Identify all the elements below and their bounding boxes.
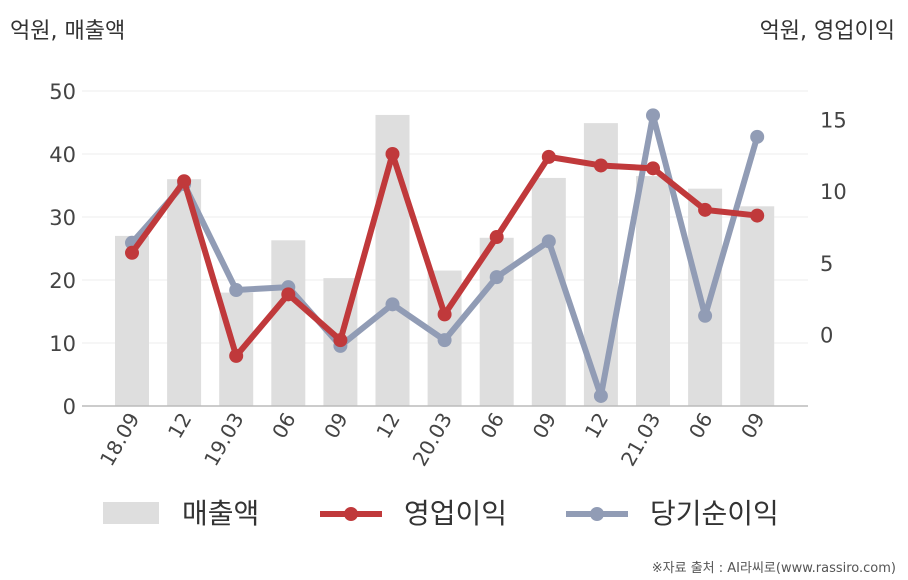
net-income-point xyxy=(593,388,608,403)
x-tick-label: 09 xyxy=(528,409,562,443)
revenue-bars xyxy=(115,114,775,406)
net-income-point xyxy=(489,270,504,285)
x-tick-label: 12 xyxy=(163,409,197,443)
x-tick-label: 06 xyxy=(684,409,718,443)
line-series xyxy=(125,108,765,403)
left-tick-label: 10 xyxy=(49,332,76,356)
x-tick-label: 09 xyxy=(319,409,353,443)
left-axis-unit: 억원, 매출액 xyxy=(10,19,125,44)
revenue-bar xyxy=(115,235,149,406)
x-tick-label: 19.03 xyxy=(199,409,248,471)
left-tick-label: 0 xyxy=(63,395,76,419)
net-income-point xyxy=(437,333,452,348)
operating-profit-point xyxy=(750,208,765,223)
left-tick-label: 30 xyxy=(49,206,76,230)
right-tick-label: 0 xyxy=(820,323,833,347)
legend-label-operating-profit: 영업이익 xyxy=(404,497,507,530)
operating-profit-point xyxy=(541,149,556,164)
legend-item-revenue: 매출액 xyxy=(103,497,259,530)
right-tick-label: 15 xyxy=(820,109,847,133)
right-axis-unit: 억원, 영업이익 xyxy=(760,19,895,44)
revenue-bar xyxy=(479,237,514,406)
operating-profit-point xyxy=(125,245,139,260)
revenue-bar xyxy=(740,206,775,406)
x-tick-label: 18.09 xyxy=(95,409,144,471)
source-note: ※자료 출처 : AI라씨로(www.rassiro.com) xyxy=(652,561,896,576)
right-tick-label: 10 xyxy=(820,180,847,204)
revenue-bar xyxy=(688,188,723,406)
operating-profit-point xyxy=(177,174,192,189)
right-axis-ticks: 0 5 10 15 xyxy=(820,109,847,348)
right-tick-label: 5 xyxy=(820,252,833,276)
x-tick-label: 06 xyxy=(476,409,510,443)
operating-profit-point xyxy=(698,202,713,217)
operating-profit-point xyxy=(437,307,452,322)
operating-profit-point xyxy=(281,287,296,302)
net-income-point xyxy=(698,308,713,323)
x-tick-label: 09 xyxy=(736,409,770,443)
x-tick-label: 12 xyxy=(580,409,614,443)
legend-label-net-income: 당기순이익 xyxy=(650,497,779,530)
x-axis-ticks: 18.09 12 19.03 06 09 12 20.03 06 09 12 21.03 06 09 xyxy=(95,409,770,471)
net-income-point xyxy=(541,234,556,249)
left-tick-label: 50 xyxy=(49,80,76,104)
x-tick-label: 06 xyxy=(267,409,301,443)
legend-swatch-revenue xyxy=(103,502,159,524)
net-income-point xyxy=(229,283,244,298)
revenue-bar xyxy=(271,240,306,406)
left-axis-ticks: 0 10 20 30 40 50 xyxy=(49,80,76,419)
net-income-point xyxy=(646,108,660,123)
operating-profit-point xyxy=(489,230,504,245)
legend-item-net-income: 당기순이익 xyxy=(566,497,779,530)
net-income-point xyxy=(750,129,765,144)
legend-item-operating-profit: 영업이익 xyxy=(320,497,507,530)
legend: 매출액 영업이익 당기순이익 xyxy=(103,497,779,530)
legend-marker-operating-profit xyxy=(344,507,358,521)
legend-marker-net-income xyxy=(590,507,604,521)
x-tick-label: 21.03 xyxy=(616,409,665,471)
revenue-bar xyxy=(636,176,670,406)
operating-profit-point xyxy=(333,333,348,348)
operating-profit-point xyxy=(229,348,244,363)
x-tick-label: 20.03 xyxy=(408,409,457,471)
net-income-point xyxy=(385,297,400,312)
operating-profit-point xyxy=(593,158,608,173)
legend-label-revenue: 매출액 xyxy=(182,497,259,530)
operating-profit-point xyxy=(646,161,660,176)
left-tick-label: 40 xyxy=(49,143,76,167)
left-tick-label: 20 xyxy=(49,269,76,293)
revenue-bar xyxy=(531,177,566,406)
operating-profit-point xyxy=(385,147,400,161)
x-tick-label: 12 xyxy=(371,409,405,443)
